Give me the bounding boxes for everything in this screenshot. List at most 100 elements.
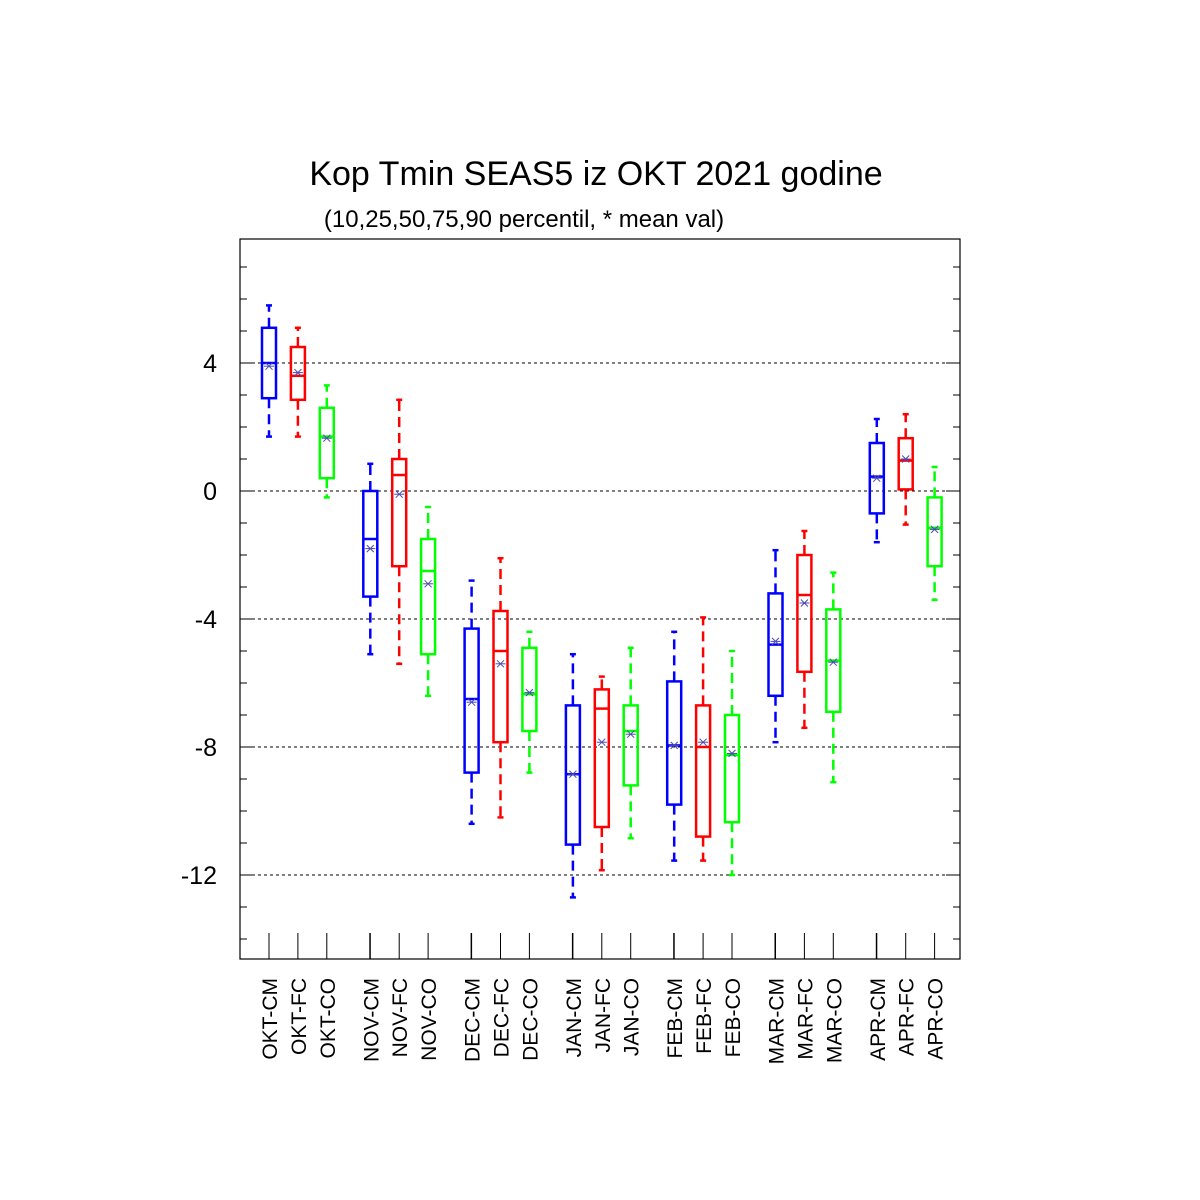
mean-marker	[698, 738, 709, 747]
mean-stroke	[294, 368, 302, 377]
box-apr-co	[926, 465, 943, 602]
x-tick-label: DEC-FC	[491, 978, 514, 1057]
y-tick-label: -4	[195, 606, 217, 634]
iqr-box	[723, 713, 741, 824]
box-apr-cm	[868, 417, 886, 544]
iqr-box	[362, 489, 379, 598]
mean-stroke	[800, 599, 809, 607]
x-tick-label: NOV-CO	[418, 978, 441, 1061]
box-mar-co	[825, 571, 842, 784]
grid-lines	[240, 362, 960, 876]
x-tick-label: APR-CM	[867, 978, 890, 1061]
x-tick-label: FEB-CO	[722, 978, 745, 1057]
mean-marker	[292, 368, 303, 377]
iqr-box	[492, 609, 509, 744]
iqr-box	[521, 646, 538, 733]
box-feb-cm	[665, 630, 683, 862]
x-tick-label: JAN-FC	[592, 978, 615, 1053]
x-tick-label: FEB-CM	[664, 978, 687, 1059]
mean-stroke	[424, 579, 432, 588]
mean-marker	[264, 362, 274, 371]
mean-marker	[669, 741, 680, 750]
mean-stroke	[322, 434, 331, 443]
mean-marker	[596, 738, 607, 747]
mean-stroke	[525, 688, 534, 697]
x-tick-label: NOV-FC	[389, 978, 412, 1057]
mean-stroke	[569, 770, 577, 779]
mean-marker	[466, 698, 477, 707]
x-tick-label: APR-FC	[896, 978, 919, 1056]
x-tick-label: OKT-FC	[288, 978, 311, 1055]
x-tick-label: MAR-FC	[794, 978, 817, 1060]
mean-stroke	[901, 455, 910, 463]
box-mar-cm	[767, 548, 784, 744]
mean-marker	[929, 525, 940, 534]
mean-stroke	[872, 474, 881, 483]
iqr-box	[622, 704, 639, 787]
mean-stroke	[670, 741, 679, 750]
mean-marker	[799, 599, 810, 607]
x-tick-label: MAR-CO	[823, 978, 846, 1063]
iqr-box	[665, 680, 683, 806]
x-tick-label: JAN-CM	[563, 978, 586, 1057]
iqr-box	[796, 553, 813, 674]
mean-marker	[394, 490, 405, 499]
x-tick-label: JAN-CO	[621, 978, 644, 1056]
mean-marker	[423, 579, 434, 588]
mean-stroke	[265, 362, 273, 371]
mean-stroke	[930, 525, 939, 534]
box-feb-fc	[694, 616, 712, 862]
box-nov-cm	[362, 462, 379, 656]
x-tick-label: OKT-CM	[259, 978, 282, 1060]
box-jan-fc	[593, 675, 611, 872]
box-apr-fc	[897, 412, 914, 526]
mean-marker	[828, 658, 839, 667]
mean-stroke	[597, 738, 606, 747]
x-tick-label: OKT-CO	[317, 978, 340, 1059]
mean-marker	[900, 455, 911, 463]
mean-stroke	[395, 490, 404, 499]
iqr-box	[289, 345, 307, 402]
y-tick-label: 4	[203, 350, 217, 378]
iqr-box	[463, 627, 480, 774]
box-okt-fc	[289, 326, 307, 438]
x-tick-label: APR-CO	[925, 978, 948, 1060]
mean-stroke	[496, 659, 505, 668]
mean-marker	[625, 730, 636, 739]
box-okt-cm	[260, 304, 278, 438]
box-nov-co	[419, 505, 437, 698]
axis-labels: 4 0 -4 -8 -12 OKT-CM OKT-FC OKT-CO NOV-CM NOV-FC N…	[181, 350, 948, 1064]
mean-stroke	[699, 738, 707, 747]
iqr-box	[318, 406, 336, 480]
iqr-box	[390, 457, 408, 568]
iqr-box	[593, 688, 611, 829]
box-nov-fc	[390, 398, 408, 666]
y-tick-label: 0	[203, 478, 217, 506]
iqr-box	[419, 537, 437, 656]
x-tick-label: DEC-CO	[519, 978, 542, 1061]
mean-marker	[727, 749, 737, 758]
mean-stroke	[626, 730, 635, 739]
x-tick-label: DEC-CM	[462, 978, 485, 1062]
mean-marker	[567, 770, 578, 779]
mean-marker	[495, 659, 506, 668]
axis-ticks	[240, 266, 960, 959]
x-tick-label: NOV-CM	[360, 978, 383, 1062]
box-dec-fc	[492, 556, 509, 819]
chart-title: Kop Tmin SEAS5 iz OKT 2021 godine	[309, 155, 882, 193]
iqr-box	[926, 496, 943, 568]
mean-stroke	[771, 637, 780, 646]
mean-stroke	[829, 658, 838, 667]
y-tick-label: -8	[195, 734, 217, 762]
plot-frame	[239, 238, 961, 960]
mean-marker	[524, 688, 535, 697]
iqr-box	[897, 436, 914, 491]
box-okt-co	[318, 384, 336, 499]
box-dec-cm	[463, 579, 480, 826]
box-feb-co	[723, 649, 741, 877]
x-tick-label: FEB-FC	[693, 978, 716, 1054]
boxes-layer	[260, 304, 943, 899]
mean-marker	[365, 544, 376, 553]
y-tick-label: -12	[181, 862, 217, 890]
